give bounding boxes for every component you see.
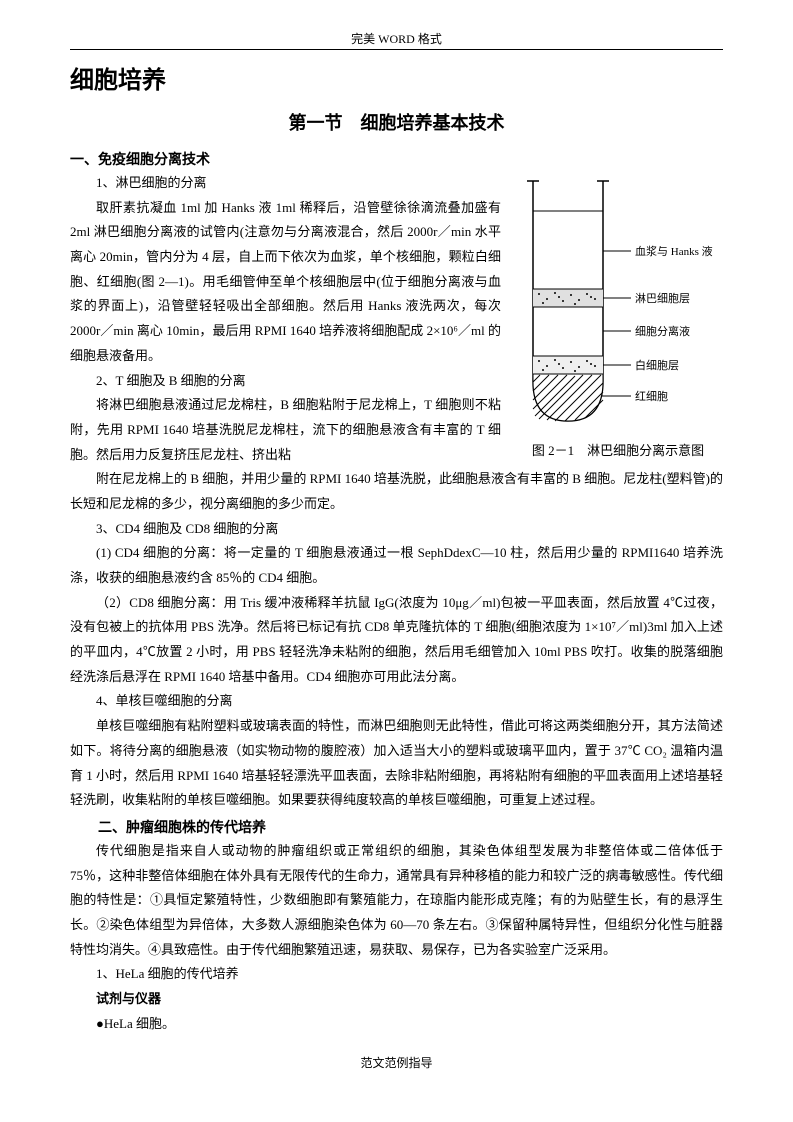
sub2-para-b-text: 附在尼龙棉上的 B 细胞，并用少量的 RPMI 1640 培基洗脱，此细胞悬液含… <box>70 471 723 511</box>
section2-sub1-item: ●HeLa 细胞。 <box>70 1012 723 1037</box>
section-title: 第一节 细胞培养基本技术 <box>70 109 723 135</box>
document-title: 细胞培养 <box>70 60 723 95</box>
fig-label-5: 红细胞 <box>635 390 668 403</box>
sub1-para: 取肝素抗凝血 1ml 加 Hanks 液 1ml 稀释后，沿管壁徐徐滴流叠加盛有… <box>70 196 501 369</box>
fig-label-2: 淋巴细胞层 <box>635 292 690 305</box>
sub4-num: 4、单核巨噬细胞的分离 <box>70 689 723 714</box>
sub4-para: 单核巨噬细胞有粘附塑料或玻璃表面的特性，而淋巴细胞则无此特性，借此可将这两类细胞… <box>70 714 723 813</box>
fig-label-3: 细胞分离液 <box>635 324 690 338</box>
sub2-para-a-text: 将淋巴细胞悬液通过尼龙棉柱，B 细胞粘附于尼龙棉上，T 细胞则不粘附，先用 RP… <box>70 397 501 461</box>
page-footer: 范文范例指导 <box>70 1054 723 1071</box>
sub3-p1: (1) CD4 细胞的分离：将一定量的 T 细胞悬液通过一根 SephDdexC… <box>70 541 723 590</box>
text-with-figure-row: 1、淋巴细胞的分离 取肝素抗凝血 1ml 加 Hanks 液 1ml 稀释后，沿… <box>70 171 723 467</box>
sub2-para-b: 附在尼龙棉上的 B 细胞，并用少量的 RPMI 1640 培基洗脱，此细胞悬液含… <box>70 467 723 516</box>
page-header: 完美 WORD 格式 <box>70 30 723 47</box>
figure-column: 血浆与 Hanks 液 淋巴细胞层 细胞分离液 白细胞层 红细胞 图 2－1 淋… <box>513 171 723 459</box>
section2-sub1-label: 试剂与仪器 <box>70 987 723 1012</box>
tube-diagram: 血浆与 Hanks 液 淋巴细胞层 细胞分离液 白细胞层 红细胞 <box>513 171 723 431</box>
fig-label-1: 血浆与 Hanks 液 <box>635 244 713 258</box>
sub3-num: 3、CD4 细胞及 CD8 细胞的分离 <box>70 517 723 542</box>
figure-caption: 图 2－1 淋巴细胞分离示意图 <box>513 440 723 459</box>
fig-label-4: 白细胞层 <box>635 358 679 372</box>
section2-para: 传代细胞是指来自人或动物的肿瘤组织或正常组织的细胞，其染色体组型发展为非整倍体或… <box>70 839 723 962</box>
text-column: 1、淋巴细胞的分离 取肝素抗凝血 1ml 加 Hanks 液 1ml 稀释后，沿… <box>70 171 501 467</box>
section2-sub1-num: 1、HeLa 细胞的传代培养 <box>70 962 723 987</box>
sub2-num: 2、T 细胞及 B 细胞的分离 <box>70 369 501 394</box>
sub2-para-a: 将淋巴细胞悬液通过尼龙棉柱，B 细胞粘附于尼龙棉上，T 细胞则不粘附，先用 RP… <box>70 393 501 467</box>
sub1-num: 1、淋巴细胞的分离 <box>70 171 501 196</box>
h1-immune-separation: 一、免疫细胞分离技术 <box>70 149 723 169</box>
page: 完美 WORD 格式 细胞培养 第一节 细胞培养基本技术 一、免疫细胞分离技术 … <box>0 0 793 1122</box>
sub3-p2: （2）CD8 细胞分离：用 Tris 缓冲液稀释羊抗鼠 IgG(浓度为 10μg… <box>70 591 723 690</box>
h2-tumor-passage: 二、肿瘤细胞株的传代培养 <box>70 817 723 837</box>
header-rule <box>70 49 723 50</box>
